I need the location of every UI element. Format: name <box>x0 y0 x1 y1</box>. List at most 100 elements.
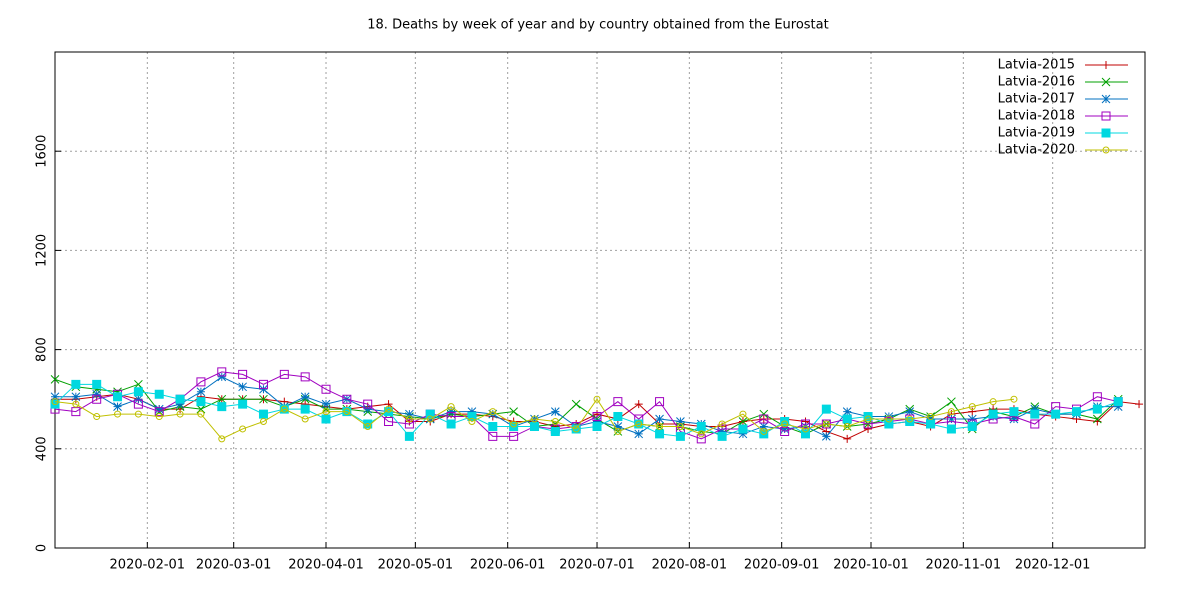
marker <box>363 404 373 414</box>
marker <box>509 431 519 441</box>
marker <box>1010 395 1018 403</box>
marker <box>405 409 414 419</box>
marker <box>154 389 164 399</box>
marker <box>239 425 247 433</box>
marker <box>635 420 643 428</box>
x-tick-label: 2020-12-01 <box>1015 558 1091 573</box>
marker <box>946 424 956 434</box>
marker <box>821 432 831 441</box>
marker <box>634 400 643 409</box>
marker <box>467 407 477 416</box>
marker <box>322 408 330 416</box>
marker <box>363 419 373 429</box>
marker <box>196 377 206 387</box>
marker <box>1113 397 1123 407</box>
marker <box>259 418 267 425</box>
marker <box>634 429 644 439</box>
marker <box>613 412 623 422</box>
marker <box>279 369 289 379</box>
marker <box>342 394 352 404</box>
marker <box>175 394 185 404</box>
marker <box>1030 404 1040 414</box>
marker <box>780 417 790 427</box>
x-tick-label: 2020-05-01 <box>378 558 454 573</box>
legend: Latvia-2015 Latvia-2016 Latvia-2017 Latvia-… <box>998 58 1128 158</box>
marker <box>1009 414 1019 424</box>
x-tick-label: 2020-09-01 <box>744 558 820 573</box>
marker <box>384 400 393 409</box>
marker <box>842 414 852 424</box>
marker <box>655 429 665 439</box>
marker <box>176 410 184 418</box>
marker <box>551 418 559 425</box>
series-line <box>54 371 1119 440</box>
marker <box>989 398 997 406</box>
marker <box>133 399 143 409</box>
marker <box>864 415 872 423</box>
marker <box>947 408 955 416</box>
marker <box>696 434 706 444</box>
marker <box>1113 402 1123 411</box>
marker <box>864 424 873 433</box>
x-tick-label: 2020-07-01 <box>559 558 635 573</box>
marker <box>197 410 205 418</box>
marker <box>738 424 748 434</box>
marker <box>134 379 143 389</box>
y-tick-label: 1200 <box>35 234 50 267</box>
marker <box>217 394 227 404</box>
marker <box>488 421 498 431</box>
marker <box>92 389 102 399</box>
marker <box>1092 404 1102 414</box>
marker <box>718 420 726 428</box>
marker <box>154 404 164 414</box>
marker <box>968 407 977 416</box>
marker <box>92 379 102 389</box>
marker <box>592 412 602 422</box>
marker <box>50 392 60 402</box>
marker <box>843 434 852 443</box>
marker <box>822 420 830 428</box>
marker <box>884 412 894 421</box>
marker <box>92 394 102 404</box>
marker <box>385 405 393 413</box>
marker <box>1051 409 1061 419</box>
legend-marker <box>1101 94 1111 104</box>
marker <box>71 379 81 389</box>
marker <box>843 423 851 430</box>
marker <box>696 421 706 431</box>
marker <box>134 410 142 418</box>
legend-marker <box>1101 128 1111 138</box>
marker <box>885 415 893 423</box>
marker <box>968 403 976 411</box>
marker <box>613 397 623 407</box>
marker <box>404 431 414 441</box>
x-tick-label: 2020-02-01 <box>110 558 186 573</box>
x-tick-label: 2020-04-01 <box>288 558 364 573</box>
marker <box>446 407 456 416</box>
y-tick-label: 0 <box>35 544 50 552</box>
marker <box>967 414 977 424</box>
marker <box>259 384 268 394</box>
marker <box>364 423 372 430</box>
legend-label: Latvia-2015 <box>998 58 1075 73</box>
marker <box>217 372 227 382</box>
x-tick-label: 2020-03-01 <box>196 558 272 573</box>
legend-label: Latvia-2017 <box>998 92 1075 107</box>
legend-marker <box>1102 146 1110 154</box>
legend-label: Latvia-2018 <box>998 109 1075 124</box>
marker <box>363 399 373 409</box>
x-tick-label: 2020-10-01 <box>833 558 909 573</box>
x-tick-label: 2020-08-01 <box>652 558 728 573</box>
marker <box>572 425 580 433</box>
marker <box>947 414 956 424</box>
marker <box>614 428 622 435</box>
marker <box>656 423 664 430</box>
marker <box>821 404 831 414</box>
marker <box>343 408 351 416</box>
legend-marker <box>1102 61 1110 69</box>
marker <box>238 382 247 392</box>
marker <box>613 422 623 431</box>
marker <box>1030 409 1040 419</box>
marker <box>988 409 998 419</box>
legend-label: Latvia-2020 <box>998 143 1075 158</box>
